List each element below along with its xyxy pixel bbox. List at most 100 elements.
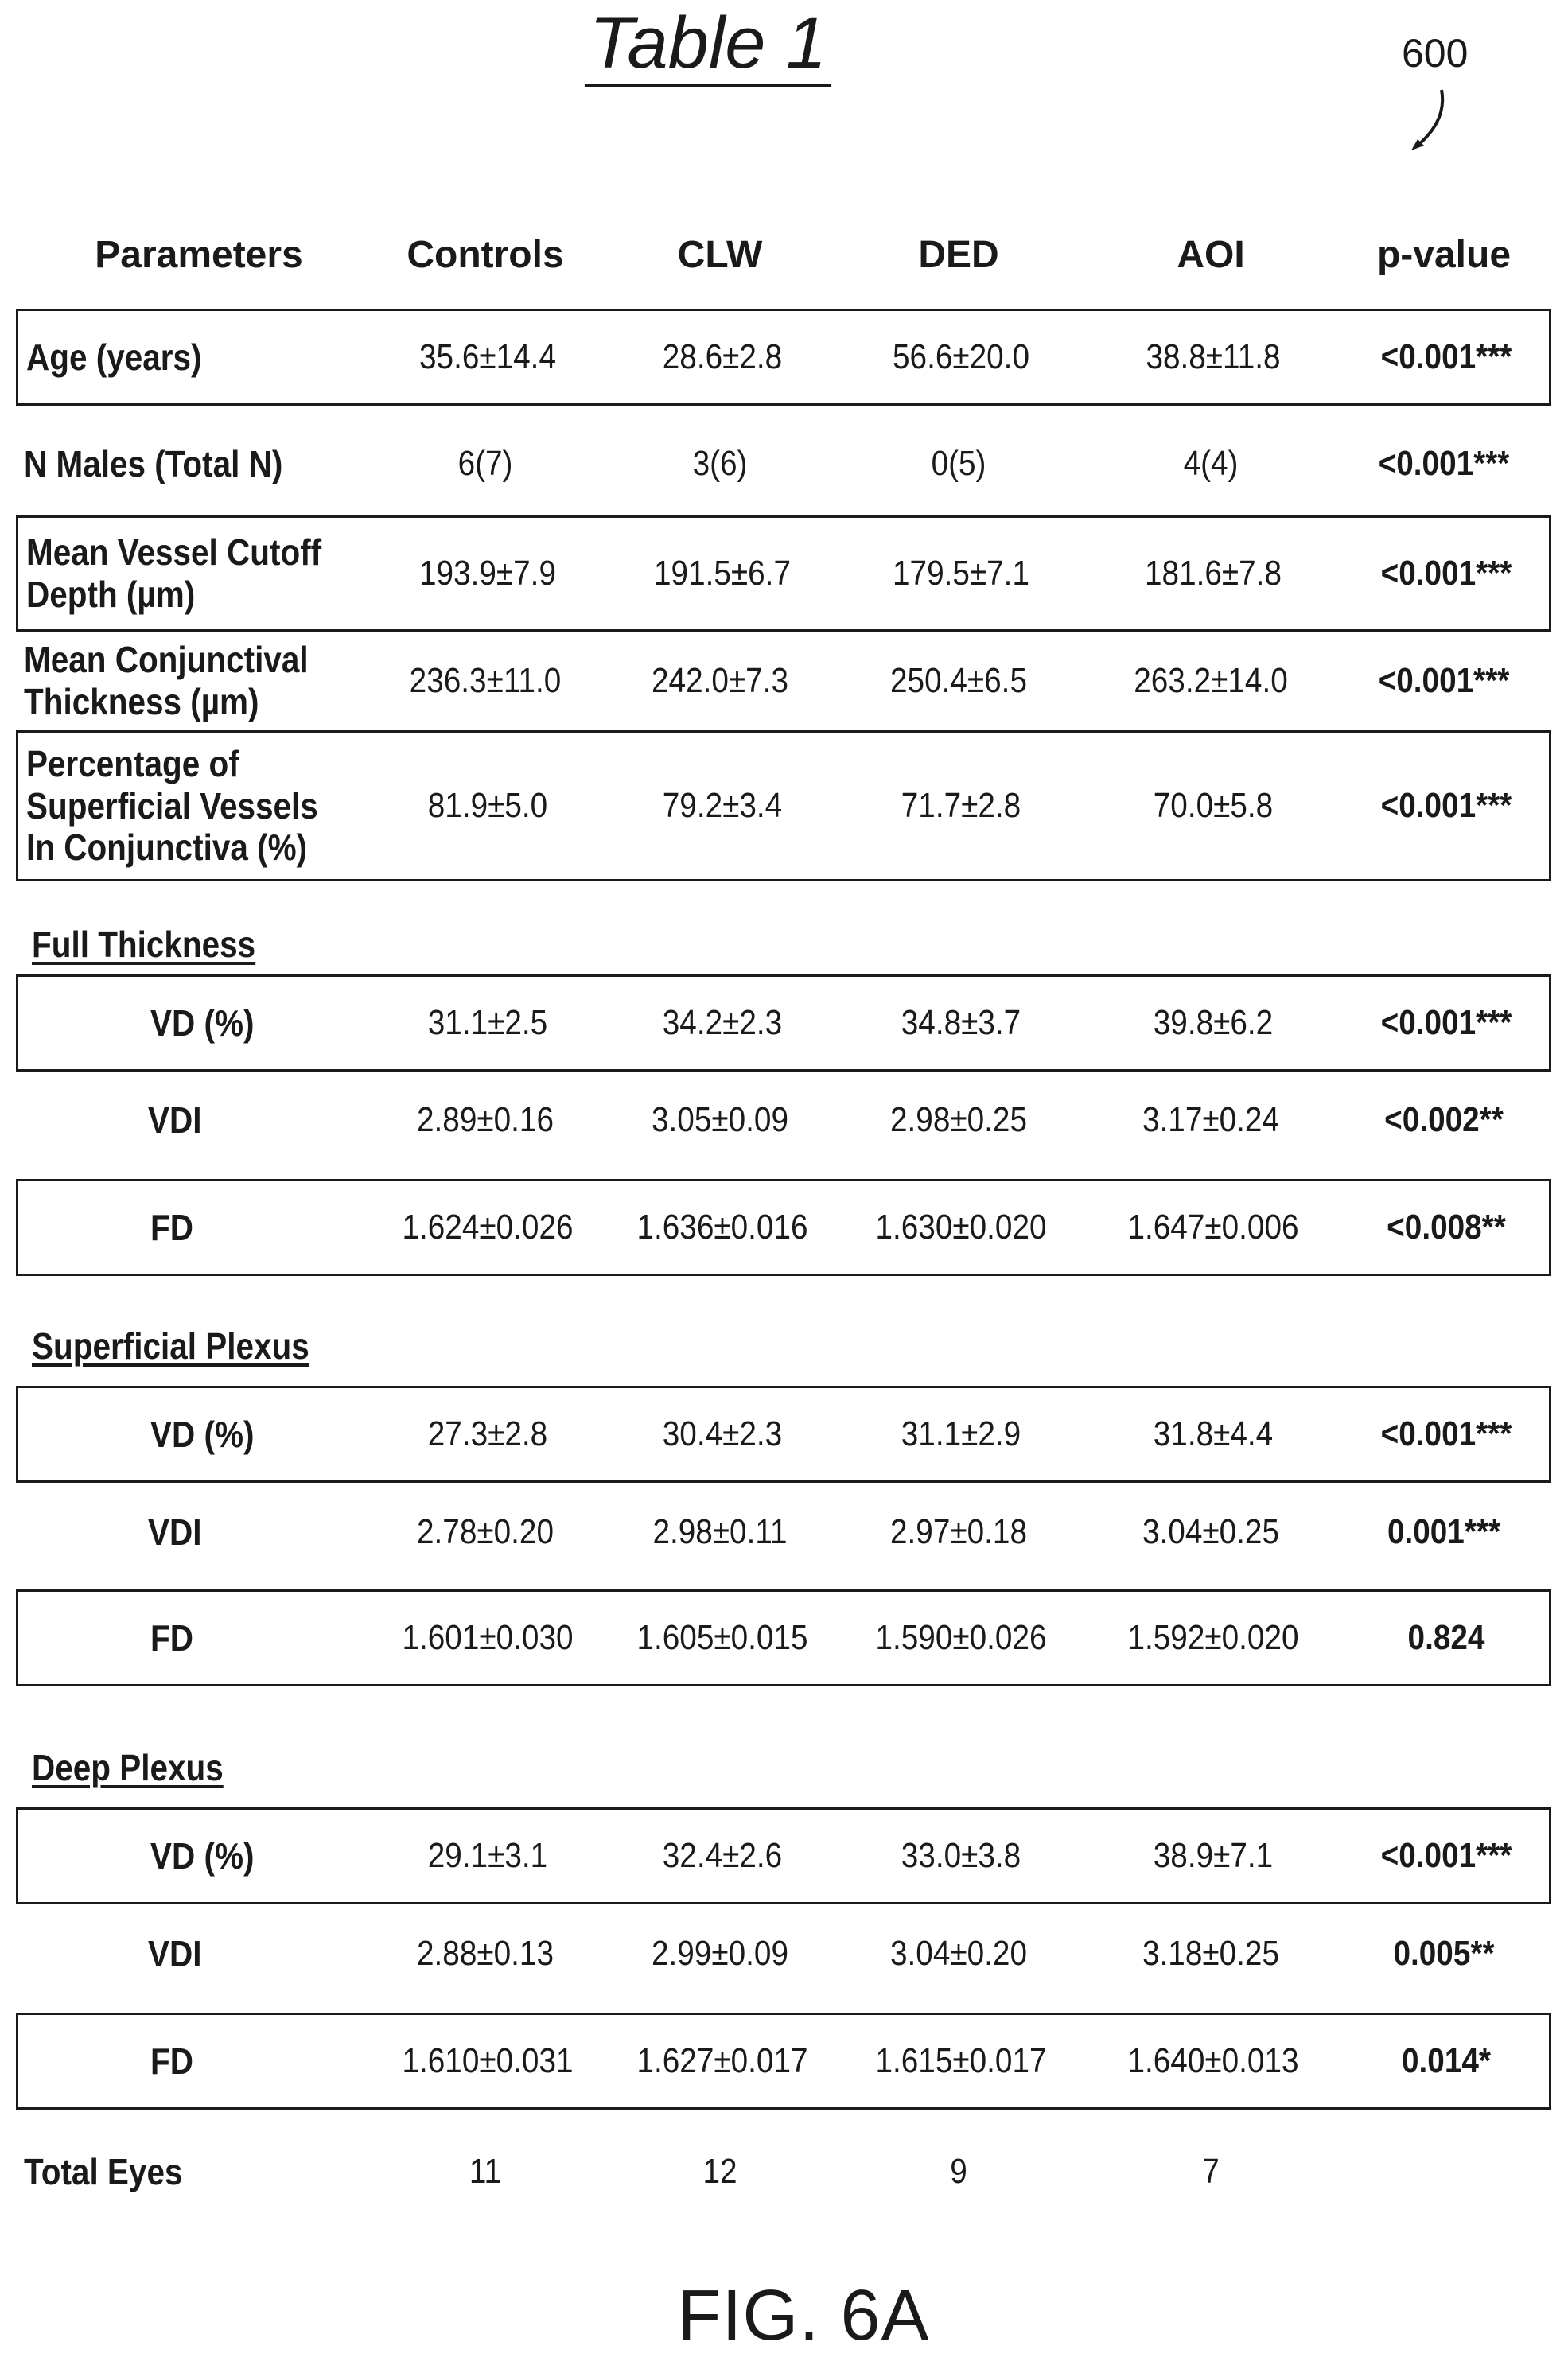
table-cell: 4(4) xyxy=(1183,444,1239,483)
table-cell: 28.6±2.8 xyxy=(662,337,783,376)
table-cell: 1.636±0.016 xyxy=(636,1208,808,1247)
table-cell: 11 xyxy=(469,2152,502,2191)
table-cell: 81.9±5.0 xyxy=(427,786,548,825)
table-cell: 1.610±0.031 xyxy=(402,2041,574,2080)
table-cell: 12 xyxy=(702,2152,737,2191)
table-cell: 3(6) xyxy=(692,444,748,483)
table-cell: 29.1±3.1 xyxy=(427,1836,548,1875)
table-cell: 9 xyxy=(950,2152,967,2191)
table-cell: 2.98±0.25 xyxy=(890,1100,1027,1139)
row-label: FD xyxy=(150,1206,193,1248)
table-cell: 32.4±2.6 xyxy=(662,1836,783,1875)
p-value-cell: <0.001*** xyxy=(1380,1003,1512,1042)
row-label: FD xyxy=(150,2040,193,2082)
p-value-cell: <0.002** xyxy=(1384,1100,1504,1139)
table-cell: 70.0±5.8 xyxy=(1153,786,1274,825)
section-label: Full Thickness xyxy=(32,924,256,965)
reference-number: 600 xyxy=(1402,31,1469,76)
total-eyes-row: Total Eyes 11 12 9 7 xyxy=(0,2132,1568,2211)
table-cell: 181.6±7.8 xyxy=(1145,554,1282,593)
table-row: VD (%) 27.3±2.8 30.4±2.3 31.1±2.9 31.8±4.4 <0… xyxy=(16,1386,1551,1483)
table-cell: 2.89±0.16 xyxy=(417,1100,554,1139)
row-label: Percentage of Superficial Vessels In Con… xyxy=(26,742,318,869)
table-cell: 3.04±0.25 xyxy=(1142,1512,1279,1551)
table-cell: 31.8±4.4 xyxy=(1153,1414,1274,1453)
table-cell: 250.4±6.5 xyxy=(890,661,1027,700)
table-cell: 3.05±0.09 xyxy=(652,1100,788,1139)
figure-label: FIG. 6A xyxy=(677,2276,930,2355)
table-row: FD 1.610±0.031 1.627±0.017 1.615±0.017 1.640… xyxy=(16,2013,1551,2110)
p-value-cell: 0.014* xyxy=(1402,2041,1491,2080)
row-label: VD (%) xyxy=(150,1413,255,1455)
row-label: Total Eyes xyxy=(24,2150,183,2192)
reference-arrow-icon xyxy=(1411,89,1445,150)
table-cell: 193.9±7.9 xyxy=(419,554,556,593)
p-value-cell: <0.008** xyxy=(1387,1208,1506,1247)
p-value-cell: <0.001*** xyxy=(1380,554,1512,593)
table-cell: 179.5±7.1 xyxy=(893,554,1029,593)
p-value-cell: <0.001*** xyxy=(1378,444,1510,483)
row-label: VDI xyxy=(148,1511,202,1553)
table-cell: 6(7) xyxy=(457,444,513,483)
table-row: Mean Conjunctival Thickness (µm) 236.3±11… xyxy=(0,632,1568,730)
table-title: Table 1 xyxy=(0,2,1416,87)
row-label: FD xyxy=(150,1616,193,1659)
table-cell: 191.5±6.7 xyxy=(654,554,791,593)
table-row: FD 1.601±0.030 1.605±0.015 1.590±0.026 1.592… xyxy=(16,1589,1551,1686)
table-cell: 3.17±0.24 xyxy=(1142,1100,1279,1139)
table-cell: 1.624±0.026 xyxy=(402,1208,574,1247)
table-cell: 35.6±14.4 xyxy=(419,337,556,376)
column-header: Controls xyxy=(407,233,564,276)
table-cell: 3.04±0.20 xyxy=(890,1934,1027,1973)
table-cell: 31.1±2.5 xyxy=(427,1003,548,1042)
table-cell: 34.2±2.3 xyxy=(662,1003,783,1042)
p-value-cell: 0.824 xyxy=(1407,1618,1485,1657)
row-label: Age (years) xyxy=(26,336,202,378)
table-cell: 0(5) xyxy=(931,444,986,483)
row-label: VDI xyxy=(148,1099,202,1141)
table-cell: 34.8±3.7 xyxy=(901,1003,1021,1042)
row-label: VDI xyxy=(148,1932,202,1974)
table-cell: 1.590±0.026 xyxy=(875,1618,1047,1657)
table-cell: 242.0±7.3 xyxy=(652,661,788,700)
table-cell: 1.627±0.017 xyxy=(636,2041,808,2080)
section-label: Deep Plexus xyxy=(32,1747,224,1788)
table-cell: 1.592±0.020 xyxy=(1127,1618,1299,1657)
table-cell: 2.99±0.09 xyxy=(652,1934,788,1973)
table-cell: 236.3±11.0 xyxy=(409,661,562,700)
table-cell: 2.78±0.20 xyxy=(417,1512,554,1551)
table-row: VD (%) 29.1±3.1 32.4±2.6 33.0±3.8 38.9±7.1 <0… xyxy=(16,1807,1551,1904)
table-cell: 71.7±2.8 xyxy=(901,786,1021,825)
p-value-cell: <0.001*** xyxy=(1380,786,1512,825)
table-row: VDI 2.78±0.20 2.98±0.11 2.97±0.18 3.04±0.25 0… xyxy=(0,1484,1568,1580)
column-header: AOI xyxy=(1177,233,1245,276)
row-label: VD (%) xyxy=(150,1834,255,1877)
column-header: p-value xyxy=(1376,233,1512,276)
table-row: Mean Vessel Cutoff Depth (µm) 193.9±7.9 19… xyxy=(16,515,1551,632)
table-cell: 31.1±2.9 xyxy=(901,1414,1021,1453)
table-row: Age (years) 35.6±14.4 28.6±2.8 56.6±20.0 38.… xyxy=(16,309,1551,406)
table-cell: 38.8±11.8 xyxy=(1146,337,1281,376)
row-label: Mean Conjunctival Thickness (µm) xyxy=(24,639,309,722)
table-row: VD (%) 31.1±2.5 34.2±2.3 34.8±3.7 39.8±6.2 <0… xyxy=(16,974,1551,1072)
table-cell: 2.98±0.11 xyxy=(652,1512,788,1551)
row-label: VD (%) xyxy=(150,1002,255,1044)
table-cell: 79.2±3.4 xyxy=(662,786,783,825)
row-label: N Males (Total N) xyxy=(24,442,283,484)
table-cell: 38.9±7.1 xyxy=(1153,1836,1274,1875)
table-cell: 2.97±0.18 xyxy=(890,1512,1027,1551)
table-cell: 2.88±0.13 xyxy=(417,1934,554,1973)
table-cell: 27.3±2.8 xyxy=(427,1414,548,1453)
row-label: Mean Vessel Cutoff Depth (µm) xyxy=(26,531,322,615)
table-cell: 33.0±3.8 xyxy=(901,1836,1021,1875)
table-cell: 1.605±0.015 xyxy=(636,1618,808,1657)
p-value-cell: <0.001*** xyxy=(1380,337,1512,376)
section-label: Superficial Plexus xyxy=(32,1325,309,1367)
p-value-cell: <0.001*** xyxy=(1378,661,1510,700)
p-value-cell: 0.001*** xyxy=(1387,1512,1501,1551)
table-row: N Males (Total N) 6(7) 3(6) 0(5) 4(4) <0.001*… xyxy=(0,415,1568,512)
table-cell: 1.601±0.030 xyxy=(402,1618,574,1657)
table-row: Percentage of Superficial Vessels In Con… xyxy=(16,730,1551,881)
table-cell: 3.18±0.25 xyxy=(1142,1934,1279,1973)
table-cell: 1.630±0.020 xyxy=(875,1208,1047,1247)
